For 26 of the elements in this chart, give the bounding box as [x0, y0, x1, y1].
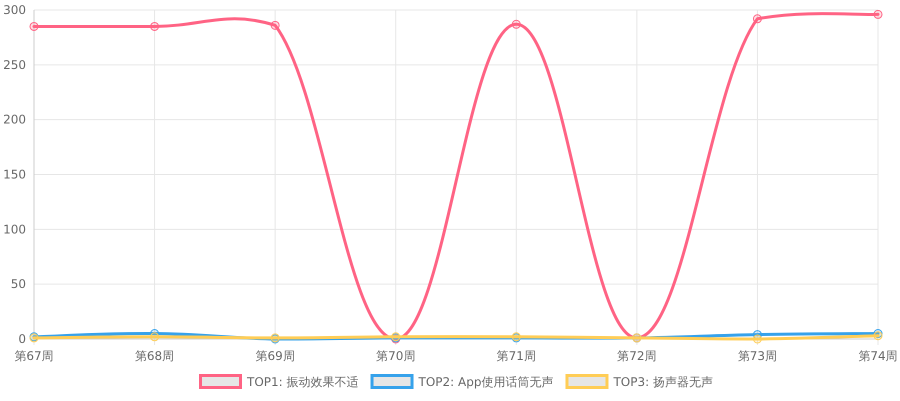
- point: [874, 10, 882, 19]
- x-tick-label: 第67周: [14, 349, 54, 363]
- y-tick-label: 0: [18, 332, 26, 346]
- y-tick-label: 200: [3, 112, 26, 127]
- y-tick-label: 300: [3, 3, 26, 17]
- legend-label: TOP1: 振动效果不适: [246, 375, 359, 389]
- x-tick-label: 第72周: [617, 349, 656, 363]
- y-tick-label: 100: [3, 222, 26, 236]
- point: [752, 334, 762, 344]
- y-tick-label: 50: [10, 277, 26, 292]
- legend-label: TOP2: App使用话筒无声: [418, 375, 554, 389]
- legend-label: TOP3: 扬声器无声: [612, 375, 713, 389]
- x-tick-label: 第70周: [376, 349, 416, 363]
- point: [752, 14, 762, 24]
- point: [512, 20, 521, 29]
- x-tick-label: 第74周: [858, 349, 898, 363]
- x-tick-label: 第71周: [496, 349, 536, 363]
- x-tick-label: 第68周: [134, 349, 174, 363]
- x-tick-label: 第73周: [738, 349, 778, 363]
- point: [150, 22, 160, 31]
- y-tick-label: 250: [3, 58, 26, 72]
- y-tick-label: 150: [3, 168, 26, 182]
- point: [30, 22, 38, 31]
- point: [270, 20, 280, 30]
- point: [150, 332, 160, 342]
- x-tick-label: 第69周: [256, 349, 295, 363]
